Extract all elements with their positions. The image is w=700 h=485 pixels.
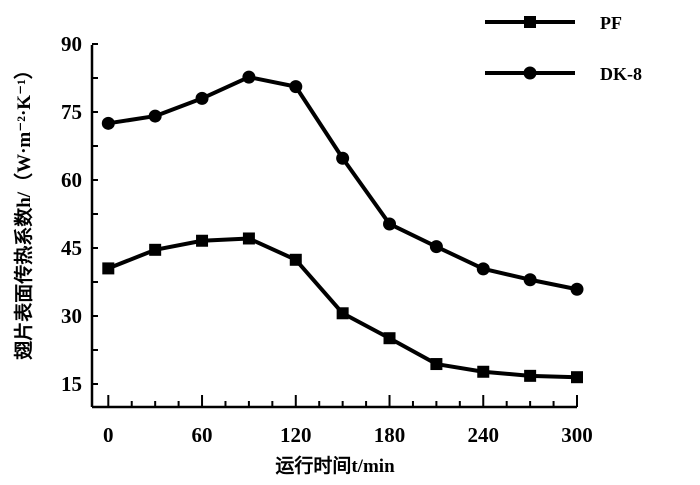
data-point	[148, 109, 162, 123]
data-point	[430, 358, 443, 371]
legend-marker	[524, 16, 536, 28]
y-tick-label: 15	[61, 372, 82, 396]
y-tick-label: 60	[61, 168, 82, 192]
x-tick-label: 180	[374, 423, 406, 447]
data-point	[383, 332, 396, 345]
data-point	[102, 262, 115, 275]
y-tick-label: 30	[61, 304, 82, 328]
y-axis-label: 翅片表面传热系数h/（W·m⁻²·K⁻¹）	[12, 60, 35, 360]
data-point	[149, 243, 162, 256]
x-tick-label: 0	[103, 423, 114, 447]
data-point	[336, 151, 350, 165]
data-point	[101, 116, 115, 130]
data-point	[571, 371, 583, 384]
data-point	[289, 80, 303, 94]
legend: PF DK-8	[485, 13, 642, 84]
legend-marker	[523, 66, 537, 80]
tick-labels: 15 30 45 60 75 90 0 60 120 180 240 300	[61, 32, 593, 447]
legend-item: PF	[485, 13, 622, 33]
y-tick-label: 75	[61, 100, 82, 124]
x-tick-label: 240	[468, 423, 500, 447]
axes	[90, 43, 578, 409]
data-point	[477, 365, 490, 378]
data-point	[336, 307, 349, 320]
data-point	[429, 240, 443, 254]
legend-item: DK-8	[485, 64, 642, 84]
y-tick-label: 45	[61, 236, 82, 260]
y-tick-label: 90	[61, 32, 82, 56]
series-line	[107, 75, 578, 292]
data-point	[196, 234, 209, 247]
x-tick-label: 60	[192, 423, 213, 447]
legend-label: DK-8	[600, 64, 642, 84]
data-point	[570, 282, 584, 296]
x-tick-label: 120	[280, 423, 312, 447]
data-point	[242, 232, 255, 245]
x-tick-label: 300	[561, 423, 593, 447]
data-point	[242, 70, 256, 84]
x-axis-label: 运行时间t/min	[275, 454, 395, 477]
data-point	[476, 262, 490, 276]
series-dk-8	[101, 70, 584, 296]
data-point	[289, 253, 302, 266]
legend-label: PF	[600, 13, 622, 33]
data-point	[524, 369, 537, 382]
series-group	[101, 70, 584, 384]
data-point	[195, 91, 209, 105]
series-pf	[102, 232, 583, 384]
data-point	[383, 217, 397, 231]
data-point	[523, 273, 537, 287]
